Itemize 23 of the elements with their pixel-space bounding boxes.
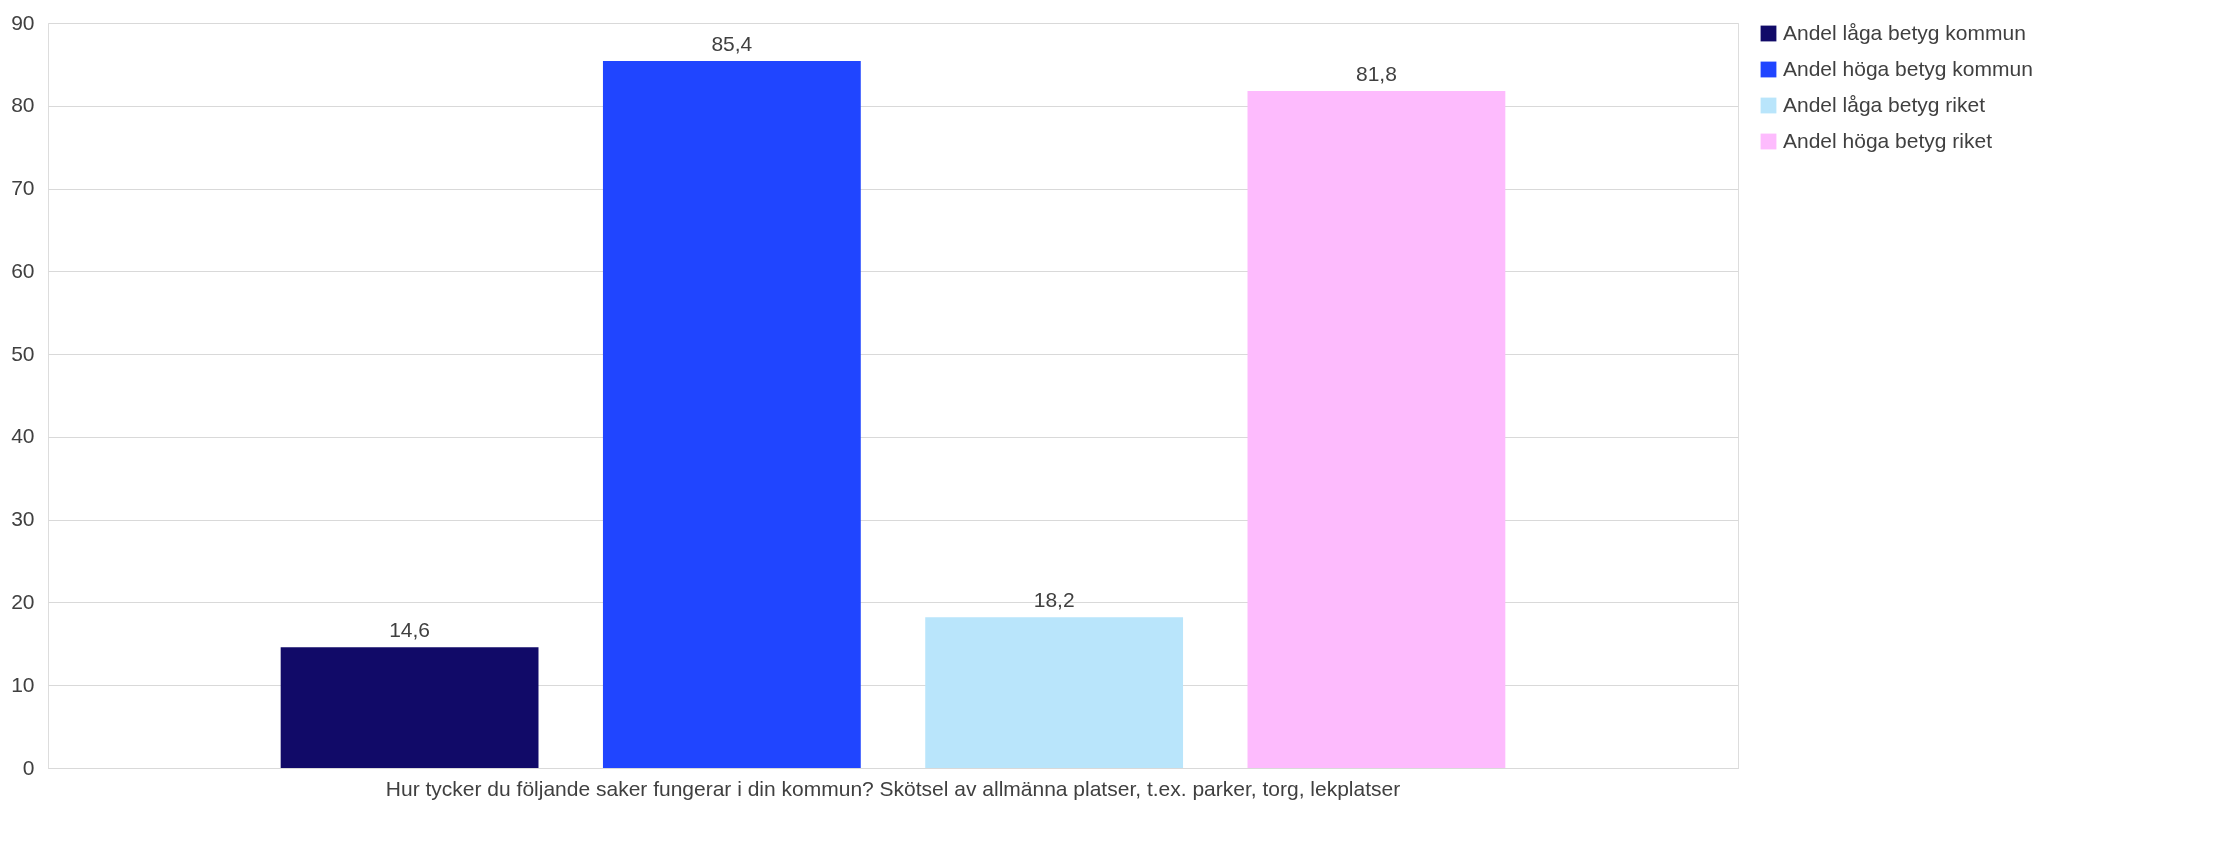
data-label: 81,8 [1355,61,1397,85]
bar [280,647,539,768]
y-tick-label: 90 [11,10,35,34]
y-tick-label: 10 [11,672,35,696]
data-label: 14,6 [389,618,431,642]
y-tick-label: 0 [22,755,35,779]
legend-label: Andel låga betyg riket [1783,92,1986,116]
data-label: 18,2 [1033,588,1075,612]
y-tick-label: 30 [11,507,35,531]
data-label: 85,4 [711,32,753,56]
legend-label: Andel höga betyg kommun [1783,56,2033,80]
y-tick-label: 80 [11,93,35,117]
y-tick-label: 60 [11,258,35,282]
y-tick-label: 70 [11,176,35,200]
y-tick-label: 50 [11,341,35,365]
legend-label: Andel höga betyg riket [1783,128,1993,152]
x-tick-label: Hur tycker du följande saker fungerar i din kommun? Skötsel av allmänna platser, t.ex. parker, torg, lekplatser [385,776,1401,800]
y-tick-label: 40 [11,424,35,448]
legend-label: Andel låga betyg kommun [1783,20,2026,44]
bar [602,61,861,768]
y-tick-label: 20 [11,589,35,613]
bar [925,617,1184,768]
bar [1247,90,1506,768]
